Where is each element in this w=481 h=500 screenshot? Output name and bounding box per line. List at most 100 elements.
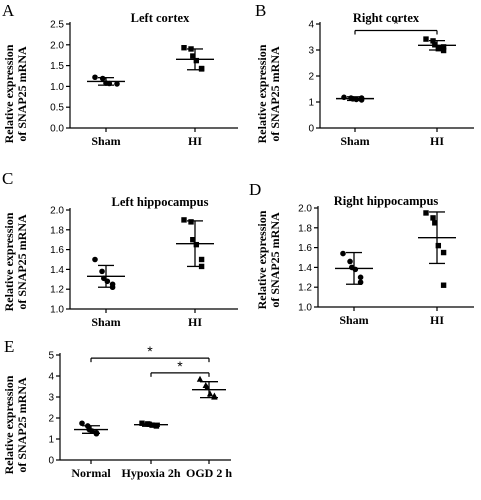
data-point-square <box>190 237 196 243</box>
y-tick-label: 2 <box>308 72 314 83</box>
data-point-circle <box>341 94 347 101</box>
data-point-circle <box>353 96 360 103</box>
data-point-circle <box>93 430 100 437</box>
data-point-square <box>193 57 200 64</box>
data-point-circle <box>92 74 98 81</box>
significance-star: * <box>147 343 153 359</box>
y-axis-label-a-line2: of SNAP25 mRNA <box>15 46 29 142</box>
panel-c-left-hippocampus: C Left hippocampus Relative expression o… <box>2 169 238 329</box>
y-tick-label: 1.4 <box>50 265 64 276</box>
chart-title-d: Right hippocampus <box>334 194 439 208</box>
y-axis-label-b-line1: Relative expression <box>255 44 269 143</box>
panel-letter-e: E <box>4 337 14 356</box>
data-point-circle <box>99 268 105 275</box>
panel-a-left-cortex: A Left cortex Relative expression of SNA… <box>2 1 238 148</box>
panel-letter-d: D <box>249 180 261 199</box>
data-point-square <box>146 421 152 427</box>
y-tick-label: 1 <box>308 98 314 109</box>
data-point-square <box>423 36 429 42</box>
data-point-circle <box>357 279 364 286</box>
panel-letter-b: B <box>255 1 266 20</box>
data-point-square <box>423 210 429 216</box>
data-point-square <box>188 219 194 225</box>
data-point-square <box>440 44 447 50</box>
y-tick-label: 0 <box>48 456 54 467</box>
y-tick-label: 4 <box>308 20 314 31</box>
chart-title-a: Left cortex <box>131 11 190 25</box>
y-tick-label: 3 <box>48 393 54 404</box>
y-tick-label: 2 <box>48 414 54 425</box>
x-tick-label: HI <box>430 134 444 148</box>
data-point-circle <box>99 75 106 82</box>
panel-e-cell-conditions: E Relative expression of SNAP25 mRNA 0 1 2… <box>2 337 232 480</box>
y-tick-label: 1.0 <box>50 82 64 93</box>
y-tick-label: 2.0 <box>50 40 64 51</box>
data-point-square <box>430 215 436 221</box>
y-axis-label-c-line1: Relative expression <box>2 212 16 311</box>
x-tick-label: Sham <box>91 134 120 148</box>
data-point-square <box>193 241 200 248</box>
data-point-triangle <box>204 384 211 391</box>
data-point-square <box>181 217 187 223</box>
y-tick-label: 1.6 <box>50 245 64 256</box>
y-tick-label: 1 <box>48 435 54 446</box>
data-point-square <box>139 420 145 426</box>
data-point-square <box>149 422 155 428</box>
data-point-circle <box>340 250 346 257</box>
x-tick-label: HI <box>188 134 202 148</box>
y-tick-label: 3 <box>308 46 314 57</box>
data-point-circle <box>92 256 98 263</box>
data-point-square <box>188 46 194 52</box>
data-point-circle <box>109 284 116 291</box>
data-point-circle <box>104 278 111 285</box>
y-tick-label: 1.2 <box>50 285 64 296</box>
data-point-circle <box>352 266 359 273</box>
y-tick-label: 1.0 <box>50 305 64 316</box>
y-tick-label: 1.2 <box>298 283 312 294</box>
data-point-square <box>181 45 187 51</box>
y-tick-label: 5 <box>48 351 54 362</box>
data-point-triangle <box>196 375 204 382</box>
y-tick-label: 1.0 <box>298 303 312 314</box>
x-tick-label: HI <box>188 315 202 329</box>
x-tick-label: Normal <box>71 466 111 480</box>
data-point-circle <box>89 428 95 434</box>
data-point-square <box>430 38 436 44</box>
significance-star: * <box>393 16 399 32</box>
data-point-square <box>198 263 205 270</box>
y-axis-label-d-line2: of SNAP25 mRNA <box>268 212 282 308</box>
data-point-square <box>432 220 438 226</box>
panel-letter-c: C <box>2 169 13 188</box>
significance-star: * <box>177 358 183 374</box>
data-point-square <box>440 249 447 256</box>
chart-title-b: Right cortex <box>353 11 420 25</box>
data-point-square <box>198 66 205 72</box>
data-point-square <box>153 423 160 429</box>
y-tick-label: 1.4 <box>298 263 312 274</box>
x-tick-label: Sham <box>340 134 369 148</box>
x-tick-label: OGD 2 h <box>186 466 232 480</box>
x-tick-label: Sham <box>339 313 368 327</box>
data-point-circle <box>357 274 364 281</box>
data-point-circle <box>79 420 85 427</box>
panel-d-right-hippocampus: D Right hippocampus Relative expression … <box>249 180 474 327</box>
y-tick-label: 1.6 <box>298 243 312 254</box>
y-tick-label: 1.8 <box>298 223 312 234</box>
y-axis-label-e-line2: of SNAP25 mRNA <box>15 377 29 473</box>
data-point-circle <box>114 81 120 87</box>
data-point-circle <box>347 258 353 265</box>
data-point-circle <box>106 80 113 87</box>
y-tick-label: 4 <box>48 372 54 383</box>
data-point-square <box>440 47 447 54</box>
chart-title-c: Left hippocampus <box>112 195 209 209</box>
y-tick-label: 2.0 <box>298 204 312 215</box>
data-point-triangle <box>206 390 214 397</box>
y-tick-label: 0 <box>308 124 314 135</box>
x-tick-label: Sham <box>91 315 120 329</box>
x-tick-label: HI <box>430 313 444 327</box>
y-tick-label: 0.0 <box>50 124 64 135</box>
data-point-square <box>190 53 196 59</box>
data-point-circle <box>358 95 365 101</box>
data-point-square <box>435 242 442 249</box>
